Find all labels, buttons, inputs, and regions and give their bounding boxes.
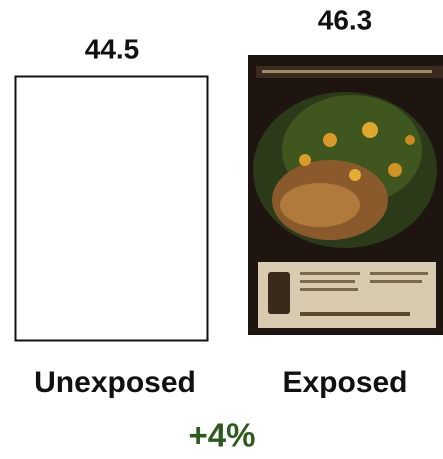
blank-page: [14, 75, 209, 342]
value-label: 44.5: [85, 33, 140, 64]
group-label: Exposed: [282, 366, 407, 399]
ad-image: [248, 55, 443, 335]
group-label: Unexposed: [34, 366, 196, 399]
value-label: 46.3: [318, 4, 373, 35]
change-label: +4%: [189, 417, 256, 454]
